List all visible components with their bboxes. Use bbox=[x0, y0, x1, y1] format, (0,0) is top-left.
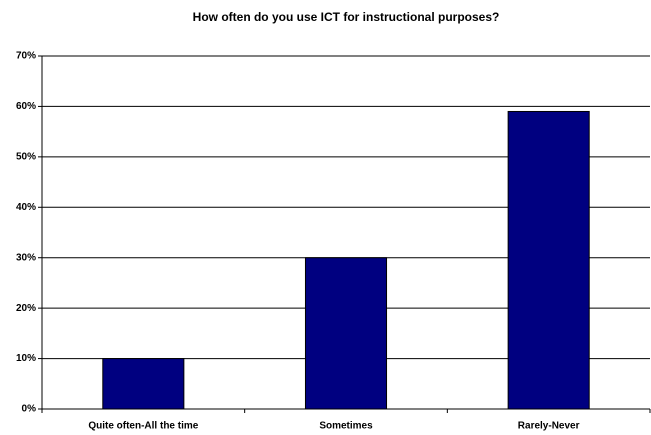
y-tick-label: 50% bbox=[16, 151, 36, 162]
x-tick-label: Rarely-Never bbox=[518, 421, 580, 432]
bar bbox=[304, 257, 388, 410]
chart-title: How often do you use ICT for instruction… bbox=[193, 10, 500, 24]
y-tick-label: 40% bbox=[16, 202, 36, 213]
bar bbox=[102, 358, 185, 410]
bar bbox=[507, 110, 590, 410]
y-tick-label: 0% bbox=[22, 404, 37, 415]
y-tick-label: 20% bbox=[16, 303, 36, 314]
y-tick-label: 30% bbox=[16, 252, 36, 263]
y-tick-label: 10% bbox=[16, 353, 36, 364]
x-tick-label: Quite often-All the time bbox=[88, 421, 198, 432]
x-tick-label: Sometimes bbox=[319, 421, 373, 432]
y-tick-label: 70% bbox=[16, 51, 36, 62]
y-tick-label: 60% bbox=[16, 101, 36, 112]
